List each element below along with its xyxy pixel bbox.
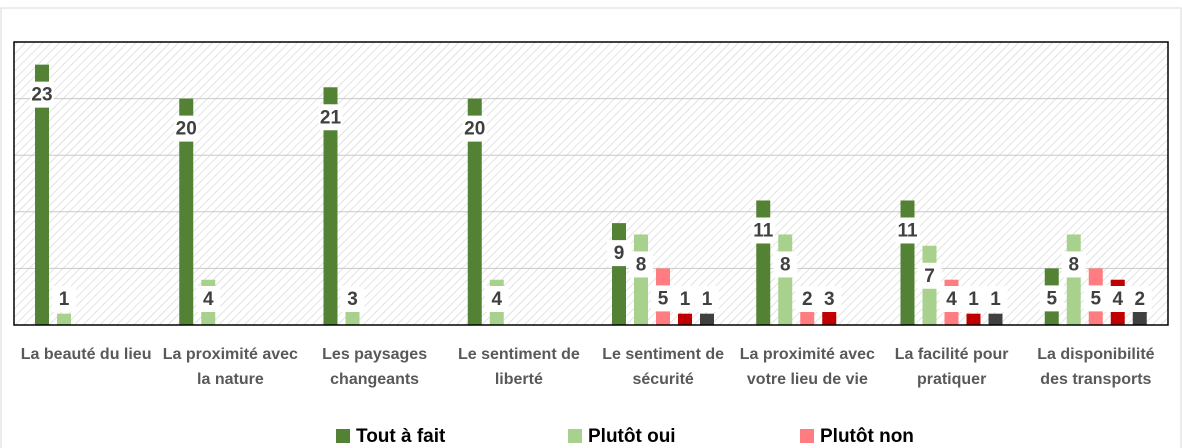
x-tick-label: La facilité pour pratiquer: [894, 346, 1009, 388]
x-tick-label: La disponibilité des transports: [1037, 346, 1155, 388]
bar: [634, 234, 648, 325]
data-label: 4: [203, 289, 214, 310]
x-tick-label: Les paysages changeants: [322, 346, 428, 388]
data-label-box: [30, 81, 54, 108]
data-label: 1: [59, 289, 70, 310]
bar: [179, 98, 194, 325]
data-label: 3: [347, 289, 358, 310]
data-label-box: [1039, 285, 1064, 312]
data-label-box: [939, 286, 964, 312]
data-label-box: [1105, 286, 1130, 312]
x-tick-label: La proximité avec la nature: [162, 346, 298, 388]
data-label: 1: [968, 289, 979, 310]
x-tick-label: Le sentiment de liberté: [457, 346, 580, 388]
data-label: 11: [897, 220, 918, 241]
data-label: 23: [31, 85, 52, 106]
legend-label: Tout à fait: [356, 426, 446, 447]
data-label-box: [629, 251, 653, 278]
data-label-box: [1061, 251, 1086, 278]
bar: [678, 313, 692, 325]
bar: [1066, 234, 1081, 325]
bar: [57, 313, 71, 325]
data-label: 5: [1046, 288, 1057, 309]
data-label-box: [917, 262, 942, 289]
data-label-box: [1127, 286, 1152, 312]
data-label-box: [895, 217, 920, 244]
plot-area: [14, 42, 1168, 325]
data-label: 9: [614, 243, 625, 264]
data-label: 1: [680, 289, 691, 310]
data-label: 21: [320, 107, 342, 128]
data-label: 4: [1112, 289, 1123, 310]
data-label-box: [773, 251, 798, 278]
bar: [988, 313, 1003, 325]
data-label: 5: [658, 288, 669, 309]
data-label-box: [462, 115, 487, 142]
data-label: 4: [946, 289, 957, 310]
legend-swatch: [800, 429, 814, 443]
data-label: 2: [802, 289, 813, 310]
data-label: 8: [780, 254, 791, 275]
data-label-box: [52, 286, 76, 312]
chart-border: [0, 7, 1182, 448]
data-label-box: [1083, 285, 1108, 312]
data-label-box: [651, 285, 675, 312]
x-tick-label: La proximité avec votre lieu de vie: [739, 346, 875, 388]
data-label: 7: [924, 266, 935, 287]
data-label: 3: [824, 289, 835, 310]
data-label: 8: [1068, 254, 1079, 275]
bar: [35, 64, 49, 325]
data-label-box: [795, 286, 820, 312]
data-label-box: [673, 286, 697, 312]
data-label: 20: [176, 119, 197, 140]
data-label: 1: [990, 289, 1001, 310]
bar: [966, 313, 981, 325]
data-label-box: [196, 286, 221, 312]
legend-label: Plutôt non: [820, 426, 914, 447]
bar: [323, 87, 338, 325]
data-label-box: [961, 286, 986, 312]
legend-swatch: [568, 429, 582, 443]
data-label: 11: [753, 220, 774, 241]
data-label-box: [318, 104, 343, 131]
data-label: 20: [464, 119, 485, 140]
data-label-box: [340, 286, 365, 312]
bar: [612, 223, 626, 325]
data-label-box: [751, 217, 776, 244]
legend-swatch: [336, 429, 350, 443]
data-label-box: [817, 286, 842, 312]
data-label: 1: [702, 289, 713, 310]
bar: [778, 234, 793, 325]
data-label-box: [983, 286, 1008, 312]
plot-border: [13, 41, 1169, 326]
data-label-box: [695, 286, 719, 312]
x-tick-label: La beauté du lieu: [20, 346, 152, 363]
x-tick-label: Le sentiment de sécurité: [602, 346, 725, 388]
data-label-box: [607, 240, 631, 267]
data-label: 2: [1134, 289, 1145, 310]
legend-label: Plutôt oui: [588, 426, 676, 447]
bar: [467, 98, 482, 325]
bar: [700, 313, 714, 325]
data-label: 5: [1090, 288, 1101, 309]
data-label: 8: [636, 254, 647, 275]
data-label-box: [484, 286, 509, 312]
data-label-box: [174, 115, 199, 142]
data-label: 4: [491, 289, 502, 310]
